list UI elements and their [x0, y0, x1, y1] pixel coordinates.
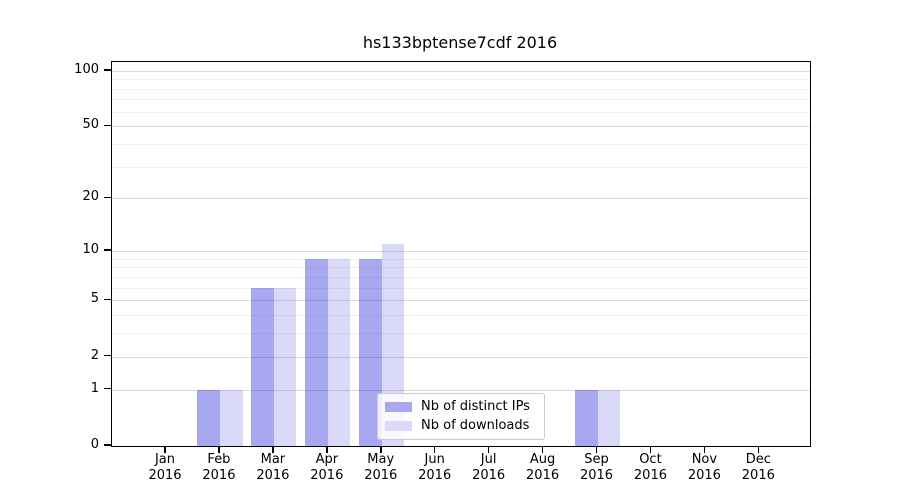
- gridline-y-7: [112, 276, 810, 278]
- x-tick-jul: [487, 446, 490, 453]
- gridline-y-10: [112, 251, 810, 253]
- x-tick-jun: [433, 446, 436, 453]
- bar-distinct-ips-may: [359, 258, 382, 446]
- x-tick-label-aug: Aug 2016: [526, 452, 560, 483]
- y-tick-label-5: 5: [90, 291, 99, 307]
- x-tick-aug: [541, 446, 544, 453]
- x-tick-label-nov: Nov 2016: [687, 452, 721, 483]
- gridline-y-9: [112, 258, 810, 260]
- gridline-y-1: [112, 389, 810, 391]
- gridline-y-20: [112, 198, 810, 200]
- bar-downloads-feb: [219, 389, 243, 446]
- y-tick-label-20: 20: [82, 189, 99, 205]
- legend-label-downloads: Nb of downloads: [421, 418, 530, 433]
- bar-distinct-ips-sep: [574, 389, 598, 446]
- gridline-y-2: [112, 356, 810, 358]
- y-tick-2: [103, 354, 111, 357]
- y-tick-label-10: 10: [82, 242, 99, 258]
- legend: Nb of distinct IPs Nb of downloads: [377, 393, 545, 440]
- gridline-y-30: [112, 166, 810, 168]
- gridline-y-40: [112, 144, 810, 146]
- x-tick-label-jan: Jan 2016: [148, 452, 182, 483]
- y-tick-label-50: 50: [82, 117, 99, 133]
- y-tick-label-1: 1: [90, 380, 99, 396]
- y-tick-5: [103, 298, 111, 301]
- bar-distinct-ips-feb: [197, 389, 220, 446]
- gridline-y-5: [112, 300, 810, 302]
- legend-swatch-distinct-ips: [385, 402, 412, 412]
- x-tick-label-dec: Dec 2016: [741, 452, 775, 483]
- bar-downloads-sep: [597, 389, 621, 446]
- bar-distinct-ips-apr: [305, 258, 328, 446]
- y-tick-label-2: 2: [90, 347, 99, 363]
- y-tick-50: [103, 124, 111, 127]
- bar-downloads-apr: [327, 258, 351, 446]
- x-tick-mar: [272, 446, 274, 453]
- x-tick-sep: [595, 446, 598, 453]
- x-tick-label-jul: Jul 2016: [472, 452, 506, 483]
- gridline-y-3: [112, 333, 810, 335]
- gridline-y-60: [112, 111, 810, 113]
- x-tick-may: [380, 446, 382, 453]
- x-tick-label-oct: Oct 2016: [633, 452, 667, 483]
- x-tick-feb: [218, 446, 220, 453]
- x-tick-label-mar: Mar 2016: [256, 452, 290, 483]
- x-tick-dec: [757, 446, 760, 453]
- gridline-y-90: [112, 79, 810, 81]
- x-tick-label-feb: Feb 2016: [202, 452, 236, 483]
- legend-swatch-downloads: [385, 421, 412, 431]
- gridline-y-4: [112, 315, 810, 317]
- legend-entry-distinct-ips: Nb of distinct IPs: [385, 400, 536, 414]
- gridline-y-50: [112, 126, 810, 128]
- y-tick-label-0: 0: [90, 437, 99, 452]
- x-tick-oct: [649, 446, 652, 453]
- bar-downloads-mar: [273, 287, 297, 446]
- legend-entry-downloads: Nb of downloads: [385, 419, 536, 433]
- y-tick-label-100: 100: [74, 61, 99, 77]
- y-tick-0: [103, 444, 111, 446]
- gridline-y-80: [112, 88, 810, 90]
- y-tick-10: [103, 249, 111, 251]
- y-tick-100: [103, 69, 111, 71]
- gridline-y-70: [112, 99, 810, 101]
- gridline-y-8: [112, 267, 810, 269]
- x-tick-label-apr: Apr 2016: [310, 452, 344, 483]
- gridline-y-100: [112, 70, 810, 72]
- y-tick-20: [103, 196, 111, 199]
- x-tick-nov: [703, 446, 706, 453]
- x-tick-jan: [164, 446, 166, 453]
- x-tick-apr: [326, 446, 328, 453]
- gridline-y-6: [112, 287, 810, 289]
- plot-area: [111, 61, 811, 447]
- x-tick-label-sep: Sep 2016: [579, 452, 614, 483]
- legend-label-distinct-ips: Nb of distinct IPs: [421, 399, 530, 414]
- x-tick-label-jun: Jun 2016: [418, 452, 452, 483]
- chart-title: hs133bptense7cdf 2016: [362, 33, 558, 52]
- bar-distinct-ips-mar: [251, 287, 274, 446]
- y-tick-1: [103, 387, 111, 390]
- x-tick-label-may: May 2016: [364, 452, 398, 483]
